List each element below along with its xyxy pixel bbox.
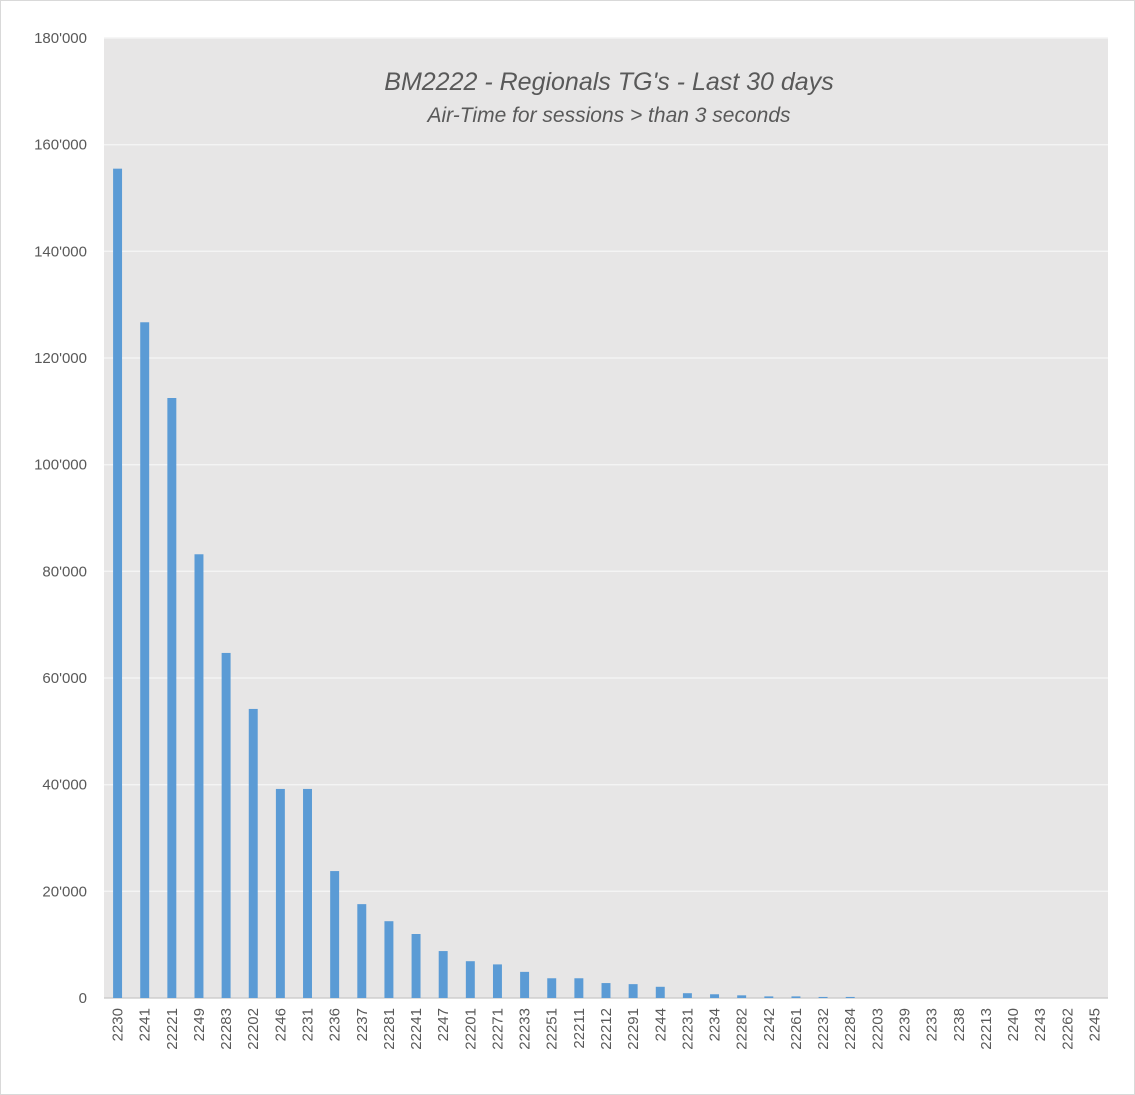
x-tick-label: 22271 [489, 1008, 506, 1050]
x-tick-label: 22283 [218, 1008, 235, 1050]
bar-22284 [845, 996, 855, 998]
y-tick-label: 160'000 [34, 137, 87, 154]
x-tick-label: 22291 [625, 1008, 642, 1050]
bars [113, 168, 855, 998]
x-tick-label: 2241 [137, 1008, 154, 1041]
x-tick-label: 2231 [300, 1008, 317, 1041]
bar-2234 [710, 994, 720, 998]
plot-area [104, 38, 1108, 998]
x-tick-label: 22251 [544, 1008, 561, 1050]
x-tick-label: 22213 [978, 1008, 995, 1050]
x-tick-label: 22282 [734, 1008, 751, 1050]
bar-22282 [737, 995, 747, 998]
x-tick-label: 22233 [517, 1008, 534, 1050]
bar-22212 [601, 983, 611, 998]
bar-22291 [628, 984, 638, 998]
y-axis-ticks: 0 20'000 40'000 60'000 80'000 100'000 120'000 1… [34, 30, 87, 1007]
x-tick-label: 2247 [435, 1008, 452, 1041]
y-tick-label: 40'000 [42, 777, 87, 794]
bar-2236 [330, 871, 340, 998]
x-tick-label: 2234 [707, 1008, 724, 1041]
gridlines [104, 37, 1108, 999]
x-tick-label: 22262 [1059, 1008, 1076, 1050]
bar-2244 [655, 986, 665, 998]
bar-22281 [384, 921, 394, 998]
bar-22261 [791, 996, 801, 998]
x-tick-label: 2240 [1005, 1008, 1022, 1041]
y-tick-label: 120'000 [34, 350, 87, 367]
x-tick-label: 2230 [110, 1008, 127, 1041]
x-tick-label: 2246 [272, 1008, 289, 1041]
bar-22241 [411, 934, 421, 998]
bar-2237 [357, 904, 367, 998]
x-tick-label: 22281 [381, 1008, 398, 1050]
y-tick-label: 60'000 [42, 670, 87, 687]
x-tick-label: 2233 [924, 1008, 941, 1041]
x-tick-label: 22284 [842, 1008, 859, 1050]
y-tick-label: 80'000 [42, 563, 87, 580]
y-tick-label: 20'000 [42, 883, 87, 900]
bar-22251 [547, 978, 557, 998]
bar-2241 [140, 322, 150, 998]
bar-2247 [438, 951, 448, 998]
x-tick-label: 22201 [462, 1008, 479, 1050]
bar-2231 [303, 788, 312, 998]
x-tick-label: 2249 [191, 1008, 208, 1041]
bar-22202 [248, 708, 258, 998]
y-tick-label: 180'000 [34, 30, 87, 47]
x-tick-label: 22211 [571, 1008, 588, 1049]
x-tick-label: 22202 [245, 1008, 262, 1050]
chart-title: BM2222 - Regionals TG's - Last 30 days [384, 68, 833, 96]
bar-22232 [818, 996, 828, 998]
bar-22211 [574, 978, 584, 998]
bar-22221 [167, 398, 177, 998]
bar-2230 [113, 168, 123, 998]
x-tick-label: 2242 [761, 1008, 778, 1041]
bar-22231 [682, 993, 692, 998]
bar-2249 [194, 554, 204, 998]
x-tick-label: 2236 [327, 1008, 344, 1041]
x-tick-label: 22261 [788, 1008, 805, 1050]
bar-22283 [221, 652, 231, 998]
x-tick-label: 22231 [679, 1008, 696, 1050]
x-tick-label: 22241 [408, 1008, 425, 1050]
x-axis-ticks: 2230 2241 22221 2249 22283 22202 2246 2231 2236 2… [110, 1008, 1104, 1050]
bar-2242 [764, 996, 774, 998]
x-tick-label: 2243 [1032, 1008, 1049, 1041]
x-tick-label: 22221 [164, 1008, 181, 1050]
chart-subtitle: Air-Time for sessions > than 3 seconds [425, 104, 791, 127]
y-tick-label: 140'000 [34, 243, 87, 260]
bar-22201 [465, 961, 475, 998]
y-tick-label: 0 [79, 990, 87, 1007]
y-tick-label: 100'000 [34, 457, 87, 474]
x-tick-label: 2245 [1086, 1008, 1103, 1041]
bar-22271 [492, 964, 502, 998]
x-tick-label: 22212 [598, 1008, 615, 1050]
x-tick-label: 2239 [896, 1008, 913, 1041]
x-tick-label: 2238 [951, 1008, 968, 1041]
x-tick-label: 22232 [815, 1008, 832, 1050]
bar-22233 [520, 971, 530, 998]
x-tick-label: 22203 [869, 1008, 886, 1050]
bar-2246 [275, 788, 285, 998]
x-tick-label: 2237 [354, 1008, 371, 1041]
x-tick-label: 2244 [652, 1008, 669, 1041]
